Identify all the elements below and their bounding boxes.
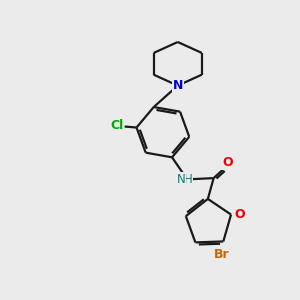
Text: O: O — [235, 208, 245, 221]
Text: H: H — [184, 172, 192, 186]
Text: O: O — [222, 156, 233, 169]
Text: N: N — [177, 172, 185, 186]
Text: N: N — [172, 79, 183, 92]
Text: Cl: Cl — [110, 119, 123, 132]
Text: Br: Br — [214, 248, 229, 261]
